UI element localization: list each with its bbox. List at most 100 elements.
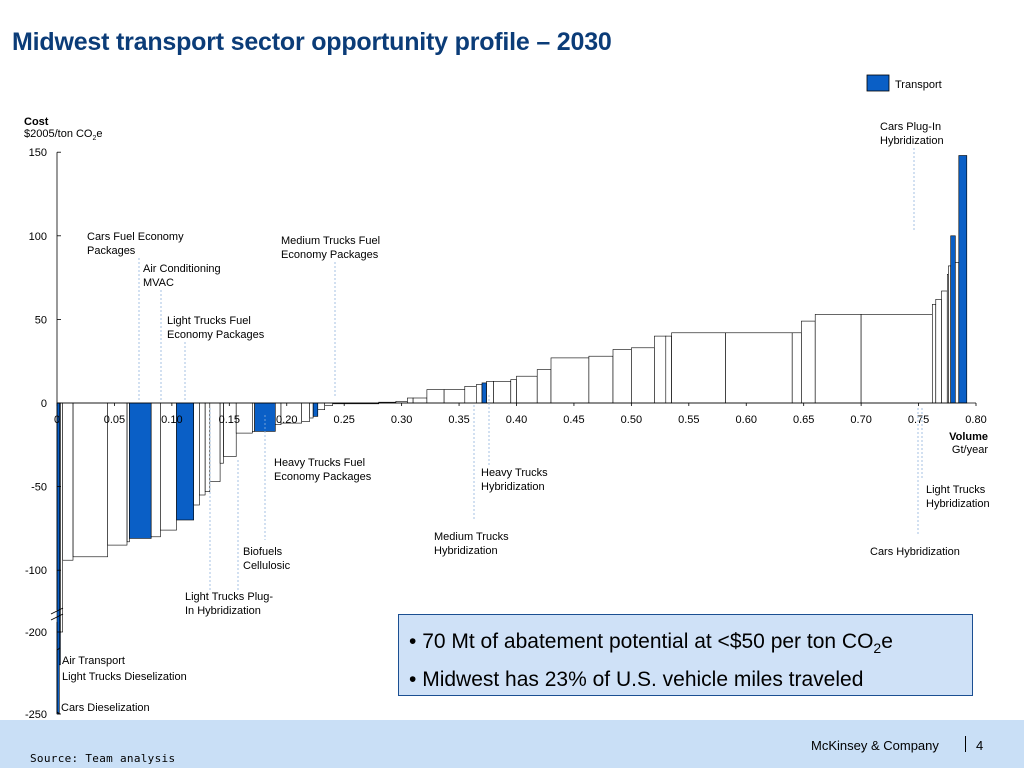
y-axis-unit-main: $2005/ton CO [24, 128, 93, 140]
bullet: • [409, 668, 417, 692]
bar-48 [671, 332, 726, 404]
bar-60 [954, 262, 959, 404]
annotation-label: Air Conditioning [143, 263, 221, 275]
bar-22 [301, 402, 311, 422]
bar-34 [464, 385, 477, 404]
source-note: Source: Team analysis [30, 752, 176, 765]
y-axis-unit-suffix: e [96, 128, 102, 140]
footer-band [0, 720, 1024, 768]
bar-38 [493, 380, 512, 404]
bar-58 [948, 265, 952, 404]
legend-label-transport: Transport [895, 79, 942, 91]
annotations: Cars Fuel Economy Packages Air Conditionin… [61, 121, 990, 714]
company-name: McKinsey & Company [811, 738, 939, 753]
annotation-label: Hybridization [880, 135, 944, 147]
bar-35 [475, 384, 483, 404]
annotation-label: Economy Packages [167, 329, 265, 341]
footer-separator [965, 736, 966, 752]
bar-51 [801, 320, 816, 404]
annotation-label: Heavy Trucks [481, 467, 548, 479]
axis-break-mark-2 [50, 613, 64, 621]
x-tick-label: 0.70 [850, 414, 871, 426]
annotation-label: Cars Hybridization [870, 546, 960, 558]
annotation-label: Light Trucks Plug- [185, 591, 273, 603]
bar-transport-24 [312, 402, 319, 417]
bar-52 [814, 314, 862, 404]
bar-42 [550, 357, 590, 404]
y-tick-label: 150 [29, 147, 47, 159]
y-axis-unit-sub: 2 [93, 135, 97, 142]
bar-transport-36 [481, 382, 487, 404]
bar-49 [725, 332, 793, 404]
annotation-label: Medium Trucks [434, 531, 509, 543]
bar-54 [931, 304, 936, 404]
bar-16 [223, 402, 237, 457]
insight-1-text: 70 Mt of abatement potential at <$50 per… [422, 630, 874, 653]
bullet: • [409, 630, 417, 653]
legend: Transport [866, 74, 942, 92]
x-tick-label: 0.30 [391, 414, 412, 426]
bar-18 [252, 402, 255, 432]
bar-31 [412, 397, 428, 404]
bar-50 [791, 332, 802, 404]
x-tick-label: 0.75 [908, 414, 929, 426]
bar-44 [612, 349, 632, 404]
legend-swatch-transport [866, 74, 890, 92]
bar-55 [935, 298, 942, 404]
annotation-label: Biofuels [243, 546, 283, 558]
y-axis-title: Cost [24, 116, 49, 128]
bar-40 [516, 375, 538, 404]
key-insights-box: • 70 Mt of abatement potential at <$50 p… [398, 614, 973, 696]
diesel-bracket [56, 647, 61, 715]
bar-12 [199, 402, 206, 496]
page-number: 4 [976, 738, 984, 753]
x-tick-label: 0.15 [219, 414, 240, 426]
bar-46 [654, 335, 667, 404]
bar-45 [631, 347, 655, 404]
bar-41 [536, 369, 552, 404]
y-tick-label: 50 [35, 314, 47, 326]
y-tick-label: -250 [25, 709, 47, 720]
annotation-label: Hybridization [434, 545, 498, 557]
y-tick-label: 100 [29, 231, 47, 243]
bar-2 [60, 402, 64, 633]
annotation-label: In Hybridization [185, 605, 261, 617]
annotation-label: Light Trucks Fuel [167, 315, 251, 327]
bar-transport-61 [958, 155, 968, 404]
x-tick-label: 0.60 [736, 414, 757, 426]
bar-53 [860, 314, 933, 404]
y-axis-unit: $2005/ton CO2e [24, 128, 103, 142]
annotation-label: Air Transport [62, 655, 125, 667]
y-tick-label: -200 [25, 627, 47, 639]
annotation-label: Medium Trucks Fuel [281, 235, 380, 247]
y-tick-label: -100 [25, 565, 47, 577]
annotation-label: Light Trucks [926, 484, 986, 496]
bar-23 [309, 402, 314, 419]
bar-56 [941, 290, 948, 404]
bar-transport-59 [950, 235, 956, 404]
annotation-label: MVAC [143, 277, 174, 289]
bar-47 [665, 335, 672, 404]
bar-43 [588, 355, 614, 404]
bar-8 [150, 402, 161, 538]
bar-15 [219, 402, 224, 464]
x-axis-unit: Gt/year [952, 444, 988, 456]
annotation-label: Light Trucks Dieselization [62, 671, 187, 683]
annotation-label: Heavy Trucks Fuel [274, 457, 365, 469]
x-tick-label: 0 [54, 414, 60, 426]
x-tick-label: 0.55 [678, 414, 699, 426]
annotation-label: Economy Packages [274, 471, 372, 483]
x-axis-title: Volume [949, 431, 988, 443]
abatement-cost-curve: Transport Cost $2005/ton CO2e Volume Gt/… [24, 74, 990, 720]
insight-1-suffix: e [881, 630, 893, 653]
x-tick-label: 0.20 [276, 414, 297, 426]
bars [56, 155, 968, 715]
page-title: Midwest transport sector opportunity pro… [12, 28, 612, 56]
annotation-label: Hybridization [926, 498, 990, 510]
x-tick-label: 0.80 [965, 414, 986, 426]
bar-25 [317, 402, 325, 410]
insight-2-text: Midwest has 23% of U.S. vehicle miles tr… [422, 668, 864, 692]
x-tick-label: 0.35 [448, 414, 469, 426]
x-tick-label: 0.05 [104, 414, 125, 426]
bar-39 [510, 379, 517, 404]
